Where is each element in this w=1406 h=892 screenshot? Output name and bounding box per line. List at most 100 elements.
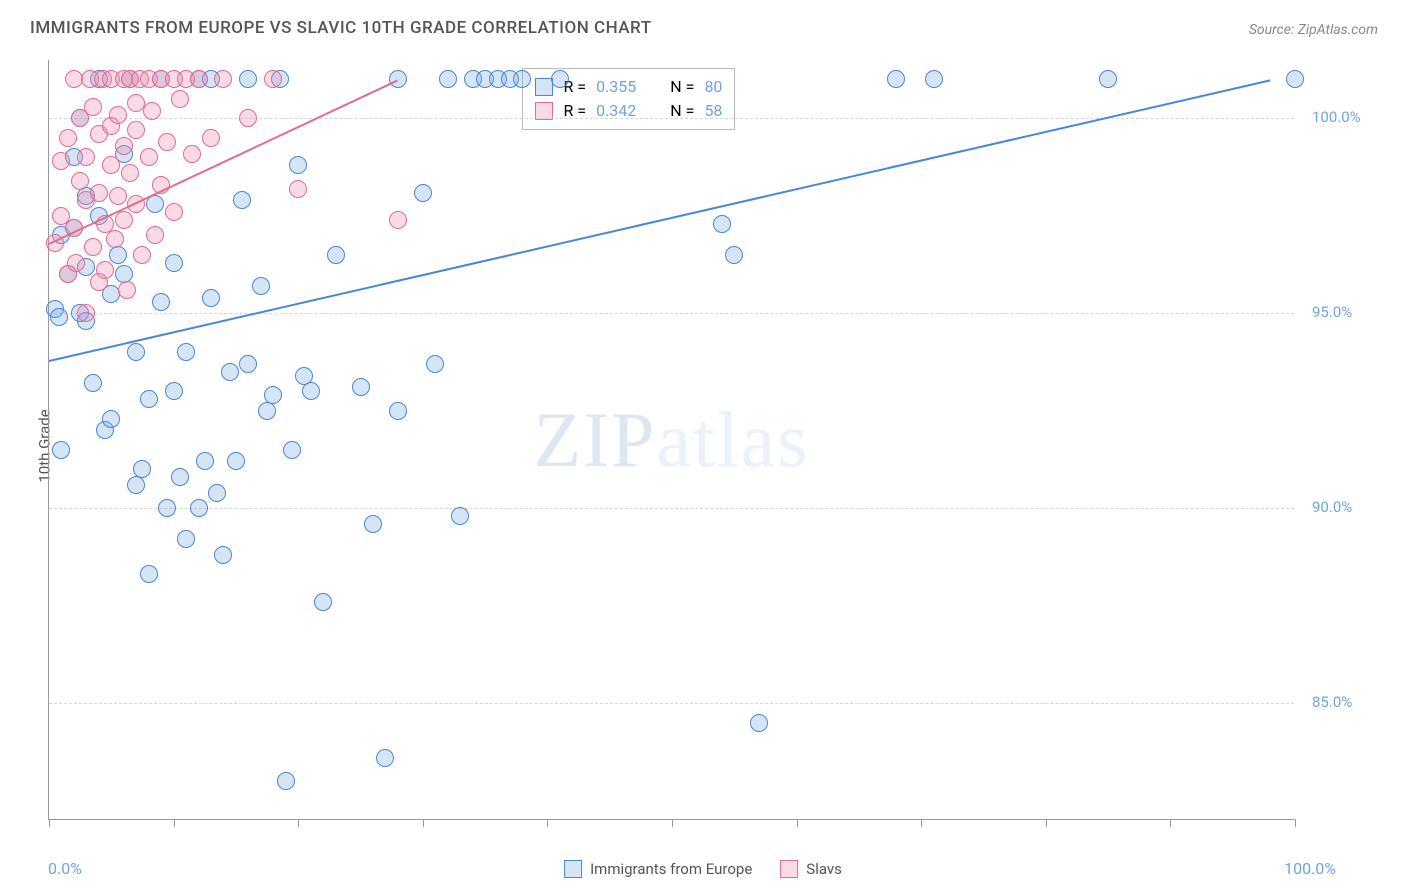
data-point	[264, 386, 282, 404]
data-point	[146, 226, 164, 244]
data-point	[264, 70, 282, 88]
data-point	[102, 156, 120, 174]
data-point	[152, 293, 170, 311]
x-tick	[49, 819, 50, 827]
data-point	[887, 70, 905, 88]
data-point	[158, 133, 176, 151]
data-point	[302, 382, 320, 400]
data-point	[277, 772, 295, 790]
data-point	[115, 211, 133, 229]
legend-swatch	[780, 860, 798, 878]
data-point	[52, 152, 70, 170]
data-point	[551, 70, 569, 88]
x-tick	[921, 819, 922, 827]
data-point	[202, 129, 220, 147]
data-point	[77, 148, 95, 166]
data-point	[121, 164, 139, 182]
data-point	[109, 187, 127, 205]
data-point	[750, 714, 768, 732]
data-point	[283, 441, 301, 459]
data-point	[725, 246, 743, 264]
x-tick	[298, 819, 299, 827]
data-point	[165, 382, 183, 400]
data-point	[227, 452, 245, 470]
x-tick	[1046, 819, 1047, 827]
watermark-part-b: atlas	[657, 396, 810, 483]
data-point	[190, 70, 208, 88]
data-point	[252, 277, 270, 295]
data-point	[102, 410, 120, 428]
x-tick	[672, 819, 673, 827]
data-point	[289, 156, 307, 174]
data-point	[239, 109, 257, 127]
x-tick	[174, 819, 175, 827]
gridline	[49, 508, 1294, 509]
data-point	[133, 460, 151, 478]
source-attribution: Source: ZipAtlas.com	[1249, 22, 1378, 38]
data-point	[109, 106, 127, 124]
gridline	[49, 313, 1294, 314]
data-point	[239, 70, 257, 88]
data-point	[376, 749, 394, 767]
data-point	[84, 238, 102, 256]
data-point	[183, 145, 201, 163]
data-point	[50, 308, 68, 326]
data-point	[221, 363, 239, 381]
x-tick	[1295, 819, 1296, 827]
data-point	[439, 70, 457, 88]
data-point	[451, 507, 469, 525]
data-point	[127, 343, 145, 361]
data-point	[314, 593, 332, 611]
y-tick-label: 85.0%	[1312, 693, 1352, 711]
data-point	[389, 211, 407, 229]
data-point	[84, 98, 102, 116]
data-point	[77, 304, 95, 322]
data-point	[67, 254, 85, 272]
x-tick	[1170, 819, 1171, 827]
data-point	[133, 246, 151, 264]
x-tick	[547, 819, 548, 827]
legend-item: Slavs	[780, 860, 842, 878]
data-point	[71, 172, 89, 190]
data-point	[127, 121, 145, 139]
data-point	[177, 343, 195, 361]
data-point	[140, 565, 158, 583]
data-point	[171, 90, 189, 108]
data-point	[127, 476, 145, 494]
data-point	[115, 137, 133, 155]
data-point	[165, 203, 183, 221]
data-point	[84, 374, 102, 392]
legend-label: Immigrants from Europe	[590, 860, 752, 878]
data-point	[202, 289, 220, 307]
y-tick-label: 100.0%	[1312, 108, 1361, 126]
data-point	[364, 515, 382, 533]
data-point	[140, 148, 158, 166]
legend-label: Slavs	[806, 860, 842, 878]
gridline	[49, 703, 1294, 704]
plot-area: ZIPatlas R =0.355N =80R =0.342N =58	[48, 60, 1294, 820]
n-value: 80	[704, 75, 722, 99]
data-point	[214, 70, 232, 88]
data-point	[59, 129, 77, 147]
data-point	[289, 180, 307, 198]
data-point	[190, 499, 208, 517]
bottom-legend: Immigrants from Europe Slavs	[564, 860, 842, 878]
data-point	[109, 246, 127, 264]
data-point	[1286, 70, 1304, 88]
data-point	[196, 452, 214, 470]
data-point	[925, 70, 943, 88]
data-point	[208, 484, 226, 502]
r-value: 0.355	[596, 75, 636, 99]
watermark-part-a: ZIP	[534, 396, 657, 483]
data-point	[352, 378, 370, 396]
x-axis-max-label: 100.0%	[1284, 859, 1336, 878]
data-point	[171, 468, 189, 486]
legend-item: Immigrants from Europe	[564, 860, 752, 878]
data-point	[177, 530, 195, 548]
data-point	[513, 70, 531, 88]
data-point	[52, 441, 70, 459]
data-point	[96, 261, 114, 279]
x-axis-min-label: 0.0%	[48, 859, 82, 878]
data-point	[158, 499, 176, 517]
x-tick	[423, 819, 424, 827]
